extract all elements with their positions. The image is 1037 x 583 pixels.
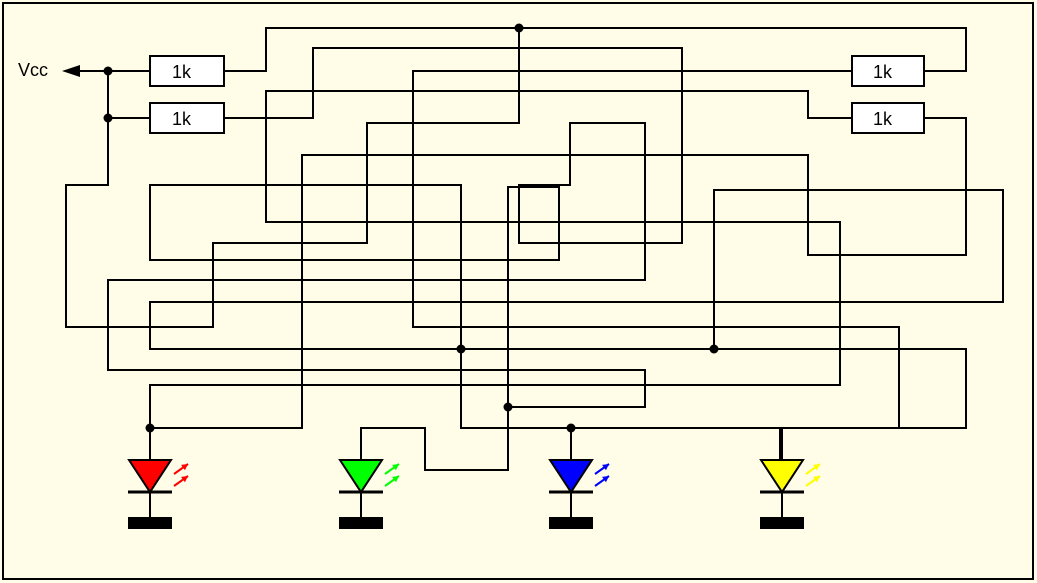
vcc-arrow [62,65,80,77]
led-green [338,428,400,529]
led-red-ground [128,517,172,529]
resistor-r4-label: 1k [873,109,893,129]
led-red [127,428,189,529]
led-red-triangle [127,459,173,494]
resistor-r1-label: 1k [172,62,192,82]
led-yellow [759,428,821,529]
led-blue-ground [549,517,593,529]
leds [127,428,821,529]
resistor-r3: 1k [851,55,925,87]
resistor-r4: 1k [851,102,925,134]
resistor-r3-label: 1k [873,62,893,82]
resistor-r2: 1k [149,102,225,134]
resistor-r2-label: 1k [172,109,192,129]
led-green-triangle [338,459,384,494]
led-green-ground [339,517,383,529]
resistor-r1: 1k [149,55,225,87]
wires [65,27,1004,471]
led-blue-triangle [548,459,594,494]
led-blue [548,428,610,529]
led-yellow-triangle [759,459,805,494]
led-yellow-ground [760,517,804,529]
vcc-label: Vcc [18,60,48,80]
